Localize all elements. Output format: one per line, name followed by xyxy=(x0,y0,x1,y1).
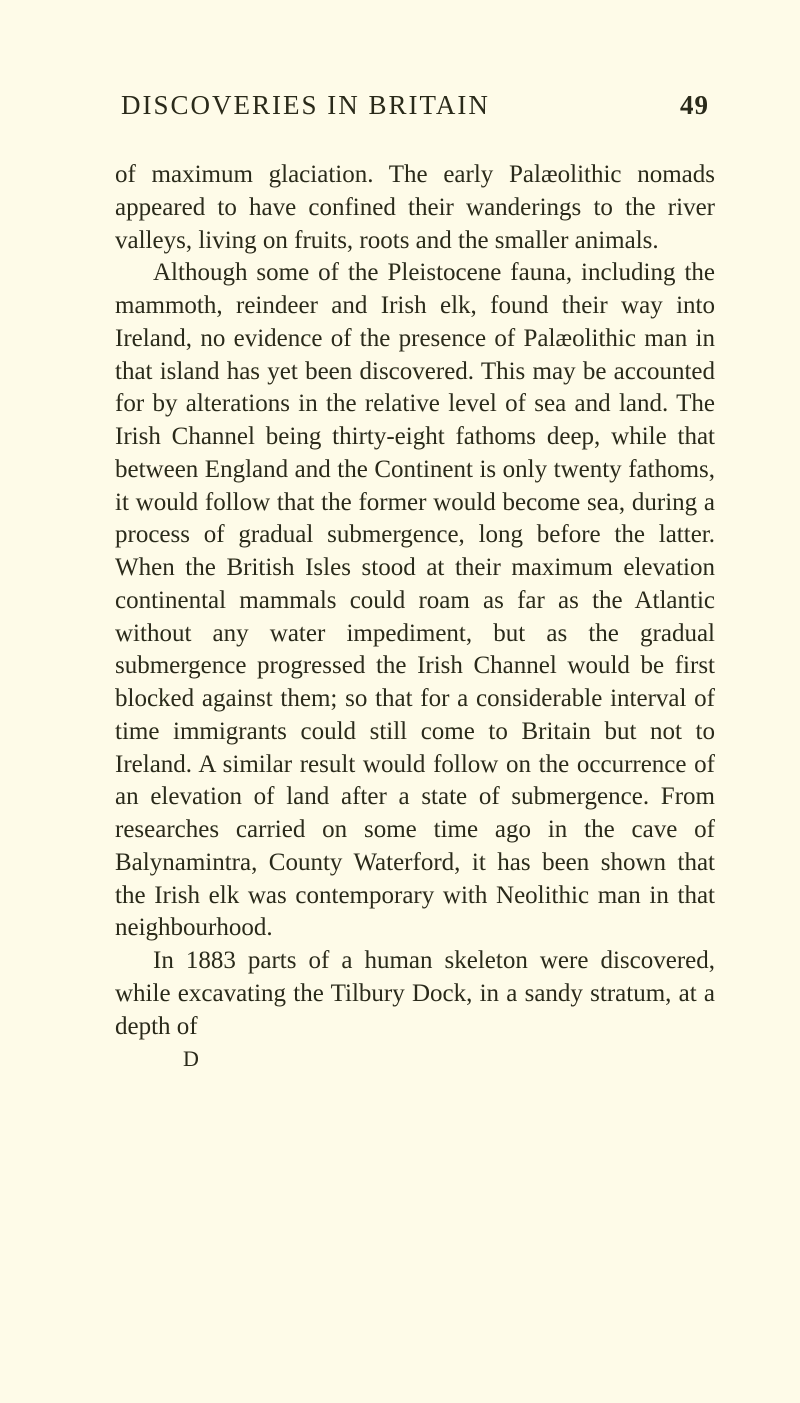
body-text: of maximum glaciation. The early Palæo­l… xyxy=(115,159,715,1074)
signature-mark: D xyxy=(115,1045,715,1074)
book-page: DISCOVERIES IN BRITAIN 49 of maximum gla… xyxy=(0,0,800,1403)
paragraph-3: In 1883 parts of a human skeleton were d… xyxy=(115,945,715,1043)
paragraph-1: of maximum glaciation. The early Palæo­l… xyxy=(115,159,715,257)
page-number: 49 xyxy=(680,90,709,121)
paragraph-2: Although some of the Pleistocene fauna, … xyxy=(115,257,715,945)
running-title: DISCOVERIES IN BRITAIN xyxy=(121,90,490,121)
page-header: DISCOVERIES IN BRITAIN 49 xyxy=(115,90,715,121)
